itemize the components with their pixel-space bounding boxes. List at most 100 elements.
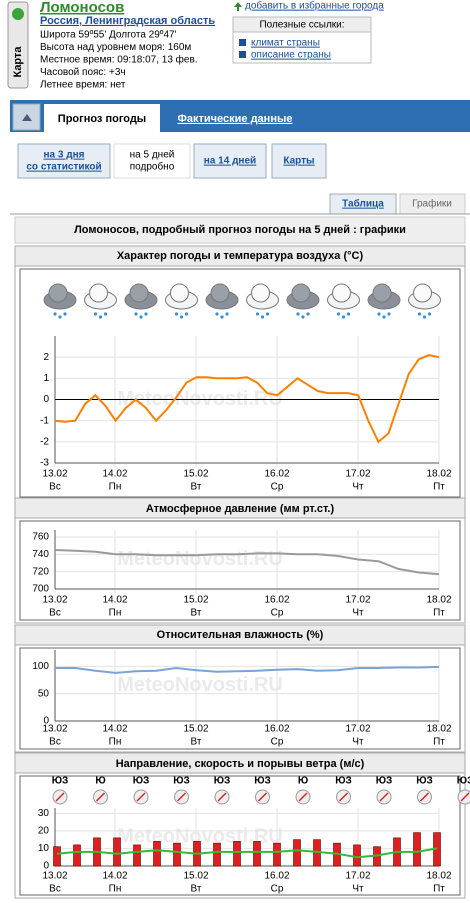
chart-panel (14, 624, 466, 753)
weekday-label: Чт (352, 482, 364, 493)
forecast-button-label[interactable]: со статистикой (26, 162, 101, 173)
weekday-label: Вс (49, 608, 61, 619)
x-tick-label: 13.02 (42, 469, 67, 480)
link-icon (239, 39, 246, 46)
x-tick-label: 18.02 (426, 871, 451, 882)
map-button-label[interactable]: Карта (12, 46, 24, 78)
precip-icon (260, 315, 265, 319)
precip-icon (220, 315, 224, 319)
chart: Направление, скорость и порывы ветра (м/… (14, 752, 470, 899)
x-tick-label: 17.02 (345, 469, 370, 480)
link[interactable]: описание страны (251, 50, 331, 61)
gust-bar (413, 832, 421, 867)
precip-icon (174, 312, 179, 316)
chart-frame (19, 775, 461, 896)
weekday-label: Пн (109, 482, 122, 493)
map-button-icon (12, 8, 24, 20)
x-tick-label: 17.02 (345, 871, 370, 882)
links-title: Полезные ссылки: (259, 20, 344, 31)
x-tick-label: 15.02 (183, 724, 208, 735)
weather-icon (210, 283, 230, 303)
y-tick-label: 30 (38, 808, 50, 819)
precip-icon (427, 312, 432, 316)
wind-direction: ЮЗ (416, 776, 433, 787)
weekday-label: Пт (433, 884, 445, 895)
x-tick-label: 17.02 (345, 595, 370, 606)
forecast-button-label[interactable]: на 14 дней (204, 156, 256, 167)
weekday-label: Вс (49, 482, 61, 493)
forecast-button[interactable] (193, 143, 267, 179)
y-tick-label: 2 (43, 352, 49, 363)
city[interactable]: Ломоносов (40, 0, 124, 16)
y-tick-label: 1 (43, 373, 49, 384)
precip-icon (144, 312, 148, 316)
precip-icon (103, 312, 108, 316)
precip-icon (53, 312, 57, 316)
x-tick-label: 16.02 (264, 595, 289, 606)
links-box-header (232, 16, 372, 33)
precip-icon (58, 315, 62, 319)
precip-icon (255, 312, 260, 316)
precip-icon (93, 312, 98, 316)
compass-arrow (257, 792, 268, 802)
forecast-button-label[interactable]: Карты (283, 156, 314, 167)
chart: Относительная влажность (%) MeteoNovosti.… (14, 624, 466, 753)
forecast-button[interactable] (113, 143, 191, 179)
wind-direction: ЮЗ (254, 776, 271, 787)
tab[interactable]: Прогноз погоды (58, 113, 146, 125)
y-tick-label: 20 (38, 825, 50, 836)
tab[interactable]: Фактические данные (178, 113, 293, 125)
view-tab[interactable]: Графики (412, 198, 452, 210)
favorites-link[interactable]: добавить в избранные города (245, 0, 384, 12)
precip-icon (179, 315, 184, 319)
data-line (54, 549, 440, 576)
weather-icon (170, 283, 189, 303)
forecast-button-label[interactable]: подробно (130, 161, 175, 173)
y-tick-label: 100 (32, 661, 49, 672)
info-line: Широта 59º55' Долгота 29º47' (40, 30, 177, 41)
gust-bar (253, 841, 261, 867)
forecast-button-label[interactable]: на 5 дней (130, 150, 175, 161)
weekday-label: Пн (109, 737, 122, 748)
compass-arrow (419, 792, 430, 802)
link[interactable]: климат страны (251, 38, 320, 49)
favorites-icon (234, 2, 242, 11)
y-tick-label: 10 (38, 843, 50, 854)
map-button[interactable] (7, 1, 29, 89)
wind-direction: Ю (95, 776, 105, 787)
x-tick-label: 18.02 (426, 469, 451, 480)
weekday-label: Ср (271, 737, 284, 748)
precip-icon (63, 312, 67, 316)
precip-icon (139, 315, 143, 319)
tab-active[interactable] (44, 104, 160, 132)
forecast-button[interactable] (271, 143, 327, 179)
y-tick-label: 700 (32, 584, 49, 595)
weekday-label: Вт (191, 884, 202, 895)
chart: Атмосферное давление (мм рт.ст.) MeteoNov… (14, 497, 466, 624)
weekday-label: Чт (352, 608, 364, 619)
y-tick-label: 0 (43, 716, 49, 727)
weekday-label: Вт (191, 608, 202, 619)
x-tick-label: 14.02 (102, 724, 127, 735)
weekday-label: Вс (49, 737, 61, 748)
y-tick-label: -1 (40, 415, 49, 426)
collapse-icon (22, 114, 32, 121)
weather-icon (332, 283, 351, 303)
weekday-label: Пт (433, 737, 445, 748)
forecast-button-label[interactable]: на 3 дня (44, 150, 85, 161)
chart-title: Относительная влажность (%) (157, 629, 324, 641)
view-tab[interactable]: Таблица (342, 198, 384, 210)
forecast-button[interactable] (17, 143, 111, 179)
x-tick-label: 13.02 (42, 595, 67, 606)
weekday-label: Пт (433, 608, 445, 619)
x-tick-label: 15.02 (183, 595, 208, 606)
heading-box (14, 216, 466, 244)
gust-bar (273, 842, 281, 867)
region[interactable]: Россия, Ленинградская область (40, 15, 215, 27)
gust-bar (173, 842, 181, 867)
y-tick-label: 720 (32, 566, 49, 577)
compass-arrow (379, 792, 389, 802)
wind-direction: Ю (298, 776, 308, 787)
data-line (55, 665, 440, 674)
